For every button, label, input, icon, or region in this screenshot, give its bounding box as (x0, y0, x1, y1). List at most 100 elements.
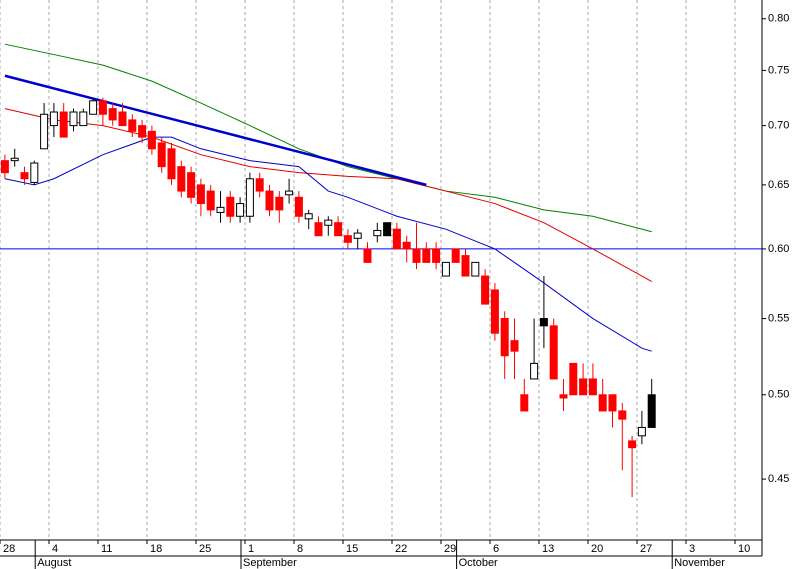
x-tick-label: 20 (591, 543, 603, 555)
candle-body (510, 340, 519, 352)
candle-body (314, 222, 323, 237)
candle-body (647, 394, 656, 428)
candle-body (108, 108, 117, 121)
candle-body (451, 248, 460, 263)
x-tick-label: 27 (640, 543, 652, 555)
y-tick-label: 0.80 (768, 13, 789, 25)
moving-average (4, 136, 652, 352)
candle-body (412, 248, 421, 263)
candle-body (147, 130, 156, 150)
x-tick-label: 29 (444, 543, 456, 555)
candle-body (167, 148, 176, 180)
x-tick-label: 18 (150, 543, 162, 555)
y-tick-label: 0.45 (768, 473, 789, 485)
candle-body (206, 190, 215, 211)
candle-body (402, 241, 411, 250)
candle-body (481, 275, 490, 305)
x-tick-label: 11 (101, 543, 112, 555)
candle-body (598, 394, 607, 412)
x-tick-label: 25 (199, 543, 211, 555)
candle-body (69, 111, 78, 127)
candle-body (579, 378, 588, 396)
y-tick-label: 0.60 (768, 243, 789, 255)
candle-body (226, 196, 235, 217)
candle-body (539, 318, 548, 327)
candle-body (245, 178, 254, 217)
candle-body (500, 318, 509, 357)
month-label: October (459, 557, 498, 569)
candle-body (334, 222, 343, 237)
candle-body (353, 232, 362, 239)
candle-body (49, 111, 58, 127)
candle-body (343, 235, 352, 243)
candle-body (20, 172, 29, 180)
candle-body (157, 142, 166, 168)
candle-body (608, 394, 617, 412)
candle-body (138, 125, 147, 138)
candle-body (422, 248, 431, 263)
candle-body (187, 172, 196, 198)
candle-body (196, 184, 205, 205)
y-tick-label: 0.50 (768, 389, 789, 401)
candle-body (363, 248, 372, 263)
moving-average (4, 43, 652, 233)
x-tick-label: 3 (689, 543, 695, 555)
candle-body (530, 362, 539, 380)
candle-body (618, 410, 627, 420)
candle-body (79, 111, 88, 127)
x-tick-label: 15 (346, 543, 358, 555)
candle-body (265, 190, 274, 211)
candle-body (236, 203, 245, 217)
candle-body (432, 248, 441, 263)
y-tick-label: 0.65 (768, 179, 789, 191)
trend-line (4, 74, 427, 187)
x-tick-label: 10 (738, 543, 750, 555)
candle-body (392, 228, 401, 250)
candle-body (10, 157, 19, 162)
candle-body (275, 196, 284, 211)
month-label: November (674, 557, 725, 569)
candle-body (628, 440, 637, 449)
y-tick-label: 0.75 (768, 64, 789, 76)
month-label: September (243, 557, 297, 569)
candle-body (324, 219, 333, 226)
candle-body (490, 289, 499, 334)
y-tick-label: 0.70 (768, 120, 789, 132)
candle-body (255, 178, 264, 192)
x-tick-label: 28 (3, 543, 15, 555)
candle-body (177, 166, 186, 192)
month-label: August (37, 557, 71, 569)
candle-body (441, 261, 450, 277)
candle-body (128, 119, 137, 132)
candle-body (285, 190, 294, 196)
candle-body (304, 213, 313, 220)
candle-body (549, 325, 558, 380)
x-tick-label: 22 (395, 543, 407, 555)
candle-body (89, 100, 98, 115)
x-tick-label: 8 (297, 543, 303, 555)
x-tick-label: 6 (493, 543, 499, 555)
candle-body (40, 113, 49, 150)
y-tick-label: 0.55 (768, 312, 789, 324)
candle-body (383, 222, 392, 237)
candle-body (118, 111, 127, 127)
candle-body (373, 229, 382, 237)
candle-body (294, 196, 303, 217)
candle-body (59, 111, 68, 138)
x-tick-label: 13 (542, 543, 554, 555)
candle-body (216, 206, 225, 213)
candle-body (569, 362, 578, 396)
candle-body (471, 261, 480, 277)
candle-body (98, 100, 107, 115)
candle-body (30, 162, 39, 183)
candle-body (559, 394, 568, 399)
x-tick-label: 1 (248, 543, 254, 555)
x-tick-label: 4 (52, 543, 58, 555)
candle-body (637, 426, 646, 437)
moving-average (4, 108, 652, 283)
candle-body (461, 255, 470, 277)
candle-body (0, 160, 9, 174)
candle-body (588, 378, 597, 396)
